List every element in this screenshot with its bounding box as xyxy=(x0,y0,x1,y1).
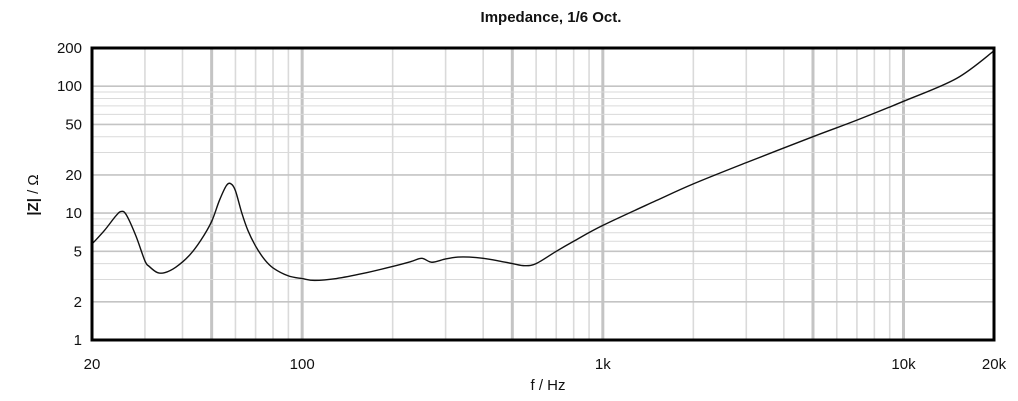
y-axis-label: |Z| / Ω xyxy=(25,174,42,215)
y-axis-label-symbol: |Z| xyxy=(25,198,42,216)
y-tick-label: 5 xyxy=(74,243,82,260)
x-tick-label: 1k xyxy=(595,356,611,373)
y-tick-label: 10 xyxy=(65,205,82,222)
y-tick-label: 50 xyxy=(65,116,82,133)
grid-lines xyxy=(92,48,994,340)
y-tick-label: 20 xyxy=(65,167,82,184)
y-tick-label: 200 xyxy=(57,40,82,57)
y-tick-label: 1 xyxy=(74,332,82,349)
series-layer xyxy=(91,50,995,282)
x-tick-label: 20k xyxy=(982,356,1007,373)
plot-frame xyxy=(90,46,996,342)
x-tick-label: 100 xyxy=(290,356,315,373)
x-tick-labels: 20 100 1k 10k 20k xyxy=(84,356,1007,373)
y-axis-label-unit: / Ω xyxy=(25,174,42,198)
y-tick-labels: 1 2 5 10 20 50 100 200 xyxy=(57,40,82,349)
x-axis-label: f / Hz xyxy=(530,377,565,394)
impedance-curve xyxy=(91,50,995,282)
x-tick-label: 20 xyxy=(84,356,101,373)
y-tick-label: 100 xyxy=(57,78,82,95)
chart-title: Impedance, 1/6 Oct. xyxy=(481,9,622,26)
y-tick-label: 2 xyxy=(74,294,82,311)
x-tick-label: 10k xyxy=(891,356,916,373)
